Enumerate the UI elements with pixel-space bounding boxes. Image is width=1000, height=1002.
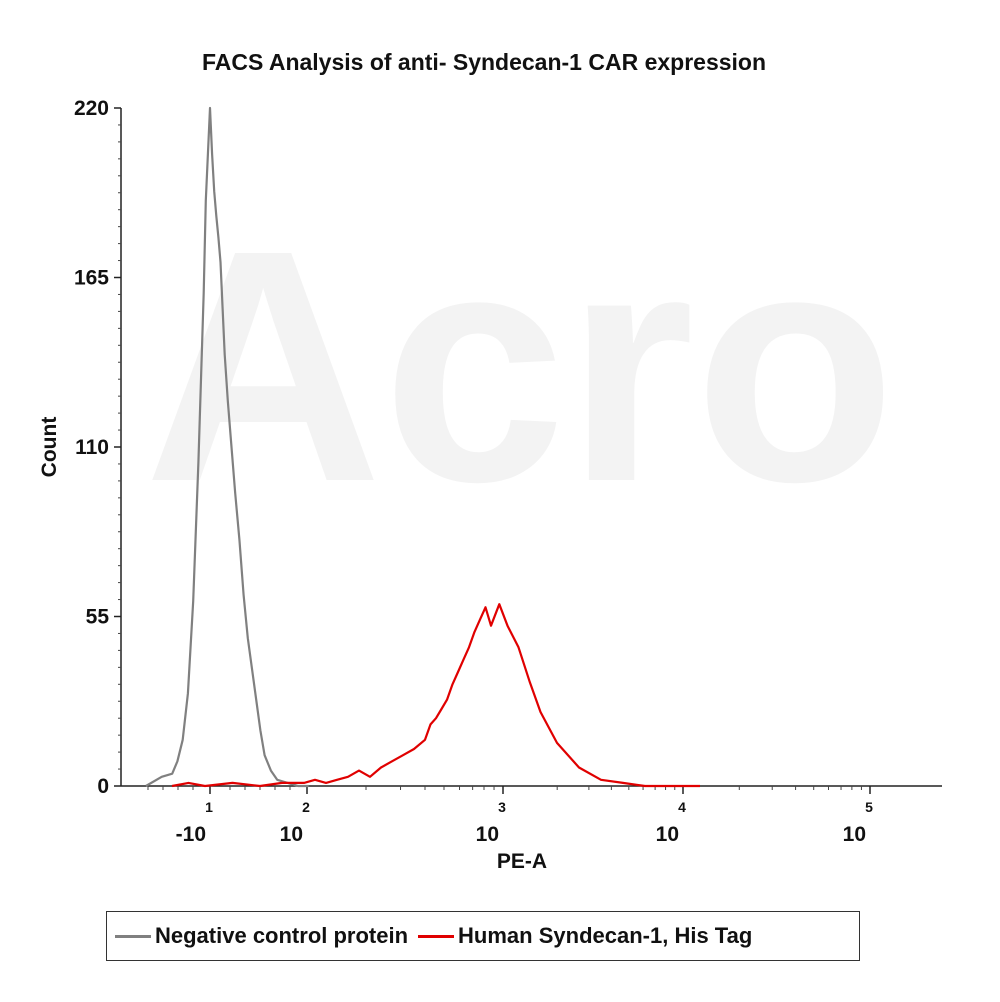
series-line-syndecan	[171, 603, 700, 788]
legend-swatch-syndecan	[418, 934, 455, 938]
watermark: Acro	[144, 181, 896, 550]
x-tick-exponent: 3	[498, 799, 506, 815]
legend-item-syndecan: Human Syndecan-1, His Tag	[418, 923, 752, 949]
y-tick-label: 165	[74, 267, 109, 290]
legend-label-syndecan: Human Syndecan-1, His Tag	[458, 923, 753, 948]
facs-histogram: Acro FACS Analysis of anti- Syndecan-1 C…	[38, 49, 942, 873]
x-tick-label: 10	[656, 823, 679, 846]
x-tick-exponent: 1	[205, 799, 213, 815]
y-tick-label: 55	[86, 606, 110, 629]
x-tick-label: 10	[843, 823, 866, 846]
x-ticks: -10 1 10 2 10 3 10 4 10 5	[147, 786, 873, 846]
series-lines	[145, 106, 700, 788]
y-tick-label: 220	[74, 97, 109, 120]
watermark-logo: Acro	[144, 181, 896, 550]
legend-label-negative: Negative control protein	[155, 923, 409, 948]
y-tick-label: 110	[75, 436, 109, 459]
legend: Negative control protein Human Syndecan-…	[106, 911, 860, 961]
series-line-negative-control	[145, 106, 309, 788]
legend-swatch-negative	[115, 934, 151, 938]
x-axis-label: PE-A	[497, 850, 547, 873]
legend-item-negative: Negative control protein	[115, 923, 408, 949]
y-tick-label: 0	[97, 775, 109, 798]
x-tick-label: -10	[176, 823, 206, 846]
y-ticks: 0 55 110 165 220	[74, 97, 121, 798]
x-tick-label: 10	[476, 823, 499, 846]
chart-title: FACS Analysis of anti- Syndecan-1 CAR ex…	[202, 49, 766, 75]
x-tick-exponent: 4	[678, 799, 686, 815]
y-axis-label: Count	[38, 417, 61, 478]
x-tick-exponent: 5	[865, 799, 873, 815]
x-tick-exponent: 2	[302, 799, 310, 815]
x-tick-label: 10	[280, 823, 303, 846]
